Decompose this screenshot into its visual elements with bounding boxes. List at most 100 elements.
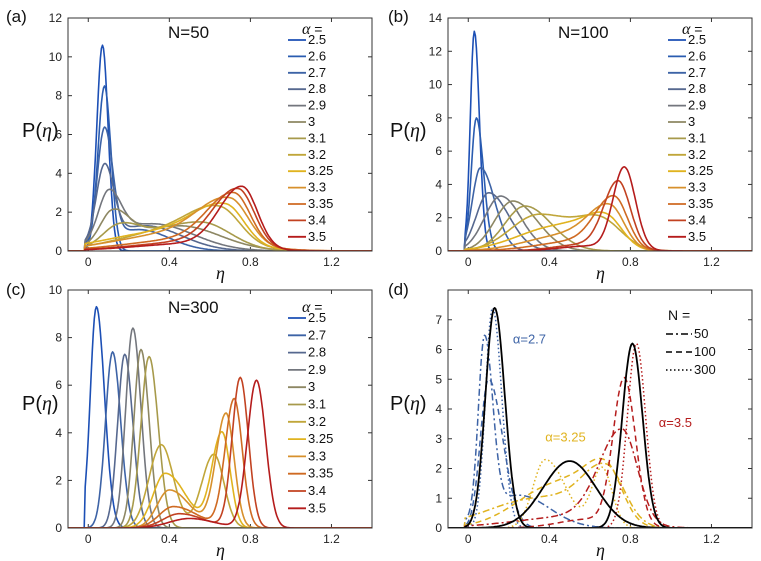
series-line---3.25-N-100 (448, 457, 752, 528)
legend-title-symbol: α (682, 21, 691, 38)
legend-label: 3.35 (688, 196, 713, 211)
panel-label: (c) (6, 280, 26, 299)
series-line-3.25 (448, 211, 752, 251)
x-tick-label: 0 (465, 255, 472, 269)
series-line---2.7-N-50 (448, 334, 752, 528)
legend-label: 3.1 (688, 130, 706, 145)
legend-label: 3.2 (308, 414, 326, 429)
series-line---3.5-N-100 (448, 376, 752, 528)
legend-title-eq: = (690, 21, 702, 37)
series-line-3.35 (68, 397, 372, 528)
legend-label: 2.9 (308, 362, 326, 377)
x-axis-label: η (596, 540, 605, 560)
y-axis-label-prefix: P( (390, 120, 410, 142)
y-tick-label: 10 (49, 283, 63, 297)
x-axis-label: η (216, 263, 225, 283)
legend: α =2.52.6 2.72.8 2.933.1 3.23.25 3.33.353.4 3… (668, 21, 713, 244)
plot-frame (447, 289, 753, 529)
legend-title: N = (668, 307, 690, 323)
legend-label: 2.8 (308, 81, 326, 96)
y-axis-label: P(η) (390, 120, 427, 142)
y-tick-label: 6 (435, 144, 442, 158)
y-axis-label: P(η) (390, 393, 427, 415)
y-tick-label: 14 (429, 11, 443, 25)
series-line---2.7-N-100 (448, 378, 752, 528)
legend-label: 3.1 (308, 130, 326, 145)
series-line-2.7 (68, 351, 372, 528)
legend-label: 50 (694, 326, 708, 341)
series-line-2.5 (68, 44, 372, 251)
legend-label: 3.2 (688, 147, 706, 162)
x-tick-label: 1.2 (703, 255, 720, 269)
legend-label: 3.35 (308, 196, 333, 211)
series-line-3.1 (68, 221, 372, 251)
series-line-2.5 (68, 305, 372, 528)
legend-label: 2.6 (308, 48, 326, 63)
x-tick-label: 1.2 (323, 532, 340, 546)
legend-label: 2.5 (308, 32, 326, 47)
y-axis-label-suffix: ) (420, 120, 427, 142)
y-tick-label: 8 (435, 111, 442, 125)
y-tick-label: 0 (435, 521, 442, 535)
y-tick-label: 1 (435, 491, 442, 505)
series-line-3.3 (68, 412, 372, 528)
panel-title: N=50 (168, 23, 209, 42)
x-tick-label: 1.2 (703, 532, 720, 546)
y-tick-label: 5 (435, 372, 442, 386)
legend-label: 2.6 (688, 48, 706, 63)
legend-label: 3.2 (308, 147, 326, 162)
legend-label: 3.1 (308, 397, 326, 412)
curves (68, 305, 372, 528)
legend-label: 2.8 (688, 81, 706, 96)
legend-label: 2.5 (688, 32, 706, 47)
legend-title-eq: = (310, 21, 322, 37)
series-line-fit---3.25 (448, 460, 752, 528)
y-tick-label: 10 (429, 78, 443, 92)
x-tick-label: 0.4 (161, 255, 178, 269)
legend-title-symbol: α (302, 299, 311, 316)
series-line-2.9 (448, 195, 752, 251)
x-tick-label: 0.4 (161, 532, 178, 546)
series-line-3 (68, 348, 372, 528)
legend-label: 300 (694, 362, 716, 377)
legend-title: α = (302, 21, 322, 38)
series-line---2.7-N-300 (448, 307, 752, 528)
legend: N = 50 100 300 (666, 307, 716, 377)
y-tick-label: 12 (429, 44, 443, 58)
y-tick-label: 0 (55, 521, 62, 535)
x-tick-label: 0.8 (242, 255, 259, 269)
plot-frame (67, 289, 373, 529)
y-tick-label: 6 (55, 378, 62, 392)
panel-label: (b) (388, 7, 409, 26)
x-tick-label: 1.2 (323, 255, 340, 269)
legend-label: 100 (694, 344, 716, 359)
y-axis-label-var: η (410, 120, 420, 142)
y-tick-label: 6 (435, 343, 442, 357)
legend-label: 3.3 (688, 180, 706, 195)
legend-label: 2.8 (308, 345, 326, 360)
x-tick-label: 0 (85, 532, 92, 546)
y-tick-label: 4 (55, 166, 62, 180)
y-axis-label-prefix: P( (390, 393, 410, 415)
legend-label: 3.5 (688, 229, 706, 244)
legend-label: 3.5 (308, 500, 326, 515)
legend-label: 2.7 (688, 65, 706, 80)
series-line---3.5-N-50 (448, 428, 752, 528)
y-tick-label: 2 (435, 462, 442, 476)
series-line-2.8 (448, 192, 752, 251)
x-tick-label: 0.8 (242, 532, 259, 546)
panel-label: (a) (6, 7, 27, 26)
legend-label: 3.4 (308, 212, 326, 227)
y-tick-label: 12 (49, 11, 63, 25)
x-tick-label: 0 (85, 255, 92, 269)
x-tick-label: 0.8 (622, 255, 639, 269)
legend-label: 3.5 (308, 229, 326, 244)
legend-label: 2.9 (308, 98, 326, 113)
y-axis-label: P(η) (22, 393, 59, 415)
legend-label: 2.7 (308, 65, 326, 80)
series-line-3.5 (68, 379, 372, 528)
x-axis-label: η (216, 540, 225, 560)
